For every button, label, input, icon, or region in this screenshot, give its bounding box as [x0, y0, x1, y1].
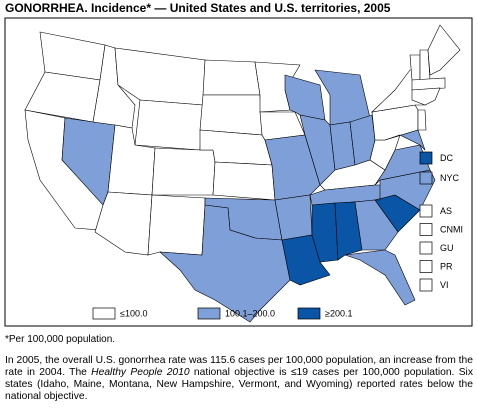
- state: [159, 204, 291, 323]
- state: [311, 202, 339, 263]
- territory-label: DC: [440, 153, 453, 163]
- state: [212, 161, 276, 201]
- territory-label: VI: [440, 280, 449, 290]
- text: In 2005, the overall U.S. gonorrhea rate…: [5, 355, 473, 378]
- state: [134, 99, 204, 151]
- territory-box: [419, 151, 433, 165]
- legend-label: ≥200.1: [325, 308, 352, 318]
- legend-swatch: [197, 307, 221, 320]
- territory-box: [419, 241, 433, 255]
- map: GONORRHEA. Incidence* — United States an…: [4, 1, 473, 327]
- legend-swatch: [297, 307, 321, 320]
- state: [202, 59, 261, 96]
- state: [284, 74, 326, 121]
- territory-box: [419, 204, 433, 218]
- territory-label: PR: [440, 261, 453, 271]
- state: [354, 199, 399, 251]
- state: [114, 47, 206, 106]
- territory-label: AS: [440, 206, 452, 216]
- state: [409, 54, 421, 81]
- map-frame: [4, 17, 473, 327]
- legend-label: ≤100.0: [120, 308, 147, 318]
- state: [411, 77, 446, 91]
- territory-box: [419, 171, 433, 185]
- footnote: *Per 100,000 population.: [5, 334, 116, 345]
- state: [344, 249, 416, 306]
- territory-box: [419, 260, 433, 273]
- state: [334, 201, 363, 261]
- territory-box: [419, 278, 433, 292]
- state: [151, 147, 216, 196]
- territory-label: CNMI: [440, 224, 463, 234]
- territory-label: GU: [440, 243, 454, 253]
- territory-label: NYC: [440, 173, 460, 183]
- state: [274, 194, 313, 241]
- legend-swatch: [92, 307, 116, 320]
- text: Healthy People 2010: [91, 367, 190, 378]
- territory-box: [419, 223, 433, 236]
- legend-label: 100.1–200.0: [225, 308, 275, 318]
- state: [411, 87, 441, 106]
- state: [199, 94, 263, 136]
- paragraph: In 2005, the overall U.S. gonorrhea rate…: [5, 355, 473, 403]
- state: [417, 109, 427, 131]
- map-title: GONORRHEA. Incidence* — United States an…: [5, 1, 391, 15]
- state: [384, 129, 426, 151]
- text: national objective is ≤19 cases per 100,…: [5, 367, 473, 402]
- state: [427, 24, 461, 76]
- state: [147, 194, 206, 256]
